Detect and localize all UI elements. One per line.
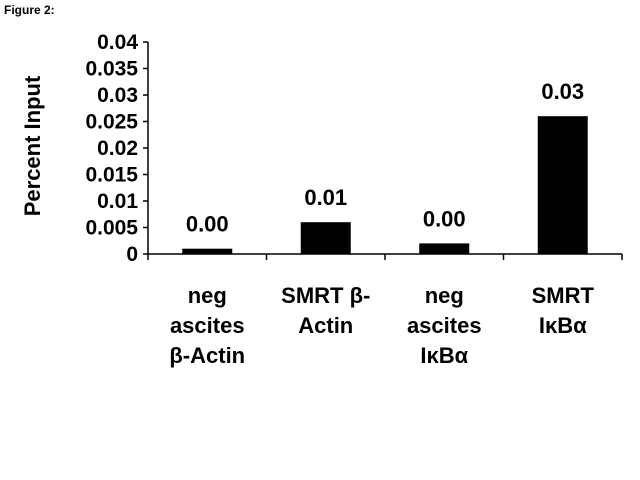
x-tick-label-line: neg [425, 283, 464, 308]
x-tick-label: neg ascites IκBα [407, 283, 482, 368]
x-tick-label-line: Actin [298, 313, 353, 338]
x-tick-labels: neg ascites β-Actin SMRT β- Actin neg ascites I… [169, 283, 594, 368]
x-ticks [147, 254, 623, 260]
data-label: 0.00 [186, 212, 229, 237]
x-tick-label-line: SMRT [532, 283, 595, 308]
x-tick-label-line: β-Actin [169, 343, 245, 368]
x-tick-label-line: SMRT β- [281, 283, 370, 308]
bar [300, 222, 351, 254]
y-tick-label: 0.025 [85, 111, 138, 134]
y-tick-label: 0.005 [85, 217, 138, 240]
x-tick-label-line: ascites [170, 313, 245, 338]
x-tick-label: neg ascites β-Actin [169, 283, 245, 368]
bar [419, 243, 470, 254]
y-tick-label: 0.04 [97, 31, 138, 54]
y-tick-label: 0.015 [85, 164, 138, 187]
x-tick-label: SMRT IκBα [532, 283, 595, 338]
x-tick-label-line: neg [188, 283, 227, 308]
data-labels: 0.00 0.01 0.00 0.03 [186, 79, 584, 237]
y-tick-label: 0.03 [97, 84, 138, 107]
data-label: 0.00 [423, 206, 466, 231]
data-label: 0.01 [304, 185, 347, 210]
bar [182, 248, 233, 254]
y-tick-label: 0.035 [85, 58, 138, 81]
bar [537, 116, 588, 254]
x-tick-label-line: ascites [407, 313, 482, 338]
y-tick-label: 0 [126, 243, 138, 266]
figure-label: Figure 2: [4, 3, 55, 17]
y-ticks: 0 0.005 0.01 0.015 0.02 0.025 0.03 0.035 0.04 [85, 31, 148, 266]
x-tick-label: SMRT β- Actin [281, 283, 370, 338]
y-tick-label: 0.02 [97, 137, 138, 160]
y-axis-title-group: Percent Input [20, 75, 45, 216]
data-label: 0.03 [541, 79, 584, 104]
bars [182, 116, 588, 254]
x-tick-label-line: IκBα [420, 343, 468, 368]
y-axis-title: Percent Input [20, 75, 45, 216]
x-tick-label-line: IκBα [539, 313, 587, 338]
y-tick-label: 0.01 [97, 190, 138, 213]
